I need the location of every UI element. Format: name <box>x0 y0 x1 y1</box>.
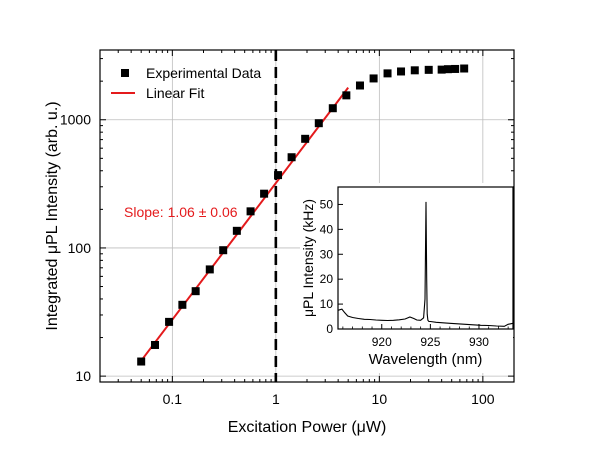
data-point <box>260 189 269 198</box>
data-point <box>397 67 406 76</box>
inset-x-tick-label: 920 <box>372 335 392 349</box>
data-point <box>219 246 228 255</box>
x-tick-label: 1 <box>272 391 280 407</box>
y-axis-label: Integrated μPL Intensity (arb. u.) <box>44 101 61 330</box>
legend-label-linear-fit: Linear Fit <box>146 85 204 101</box>
x-tick-label: 100 <box>471 391 495 407</box>
legend-label-experimental-data: Experimental Data <box>146 65 261 81</box>
data-point <box>369 74 378 83</box>
inset-chart: 920 925 930 0 10 20 30 40 50 Wavelength (nm) μPL… <box>300 183 514 373</box>
data-point <box>191 287 200 296</box>
inset-x-tick-label: 930 <box>469 335 489 349</box>
data-point <box>328 104 337 113</box>
x-axis-label: Excitation Power (μW) <box>228 419 387 436</box>
y-tick-label: 10 <box>75 368 91 384</box>
data-point <box>424 65 433 74</box>
legend-marker-experimental-data <box>121 69 129 77</box>
inset-x-tick-label: 925 <box>420 335 440 349</box>
y-tick-label: 100 <box>68 240 92 256</box>
data-point <box>443 65 452 74</box>
inset-y-tick-label: 50 <box>320 197 334 211</box>
data-point <box>314 119 323 128</box>
inset-y-tick-label: 30 <box>320 247 334 261</box>
inset-y-tick-label: 0 <box>326 322 333 336</box>
y-tick-label: 1000 <box>60 112 91 128</box>
data-point <box>383 69 392 78</box>
inset-y-tick-label: 20 <box>320 272 334 286</box>
inset-y-tick-label: 40 <box>320 222 334 236</box>
data-point <box>287 153 296 162</box>
data-point <box>410 66 419 75</box>
inset-ticks: 920 925 930 0 10 20 30 40 50 <box>320 197 509 349</box>
data-point <box>437 65 446 74</box>
linear-fit-line <box>140 87 349 362</box>
data-point <box>232 226 241 235</box>
inset-y-tick-label: 10 <box>320 297 334 311</box>
data-point <box>151 340 160 349</box>
inset-plot-frame <box>337 186 514 330</box>
inset-data-marks <box>337 201 514 327</box>
slope-annotation: Slope: 1.06 ± 0.06 <box>124 204 238 220</box>
data-point <box>451 64 460 73</box>
data-point <box>301 134 310 143</box>
data-point <box>274 171 283 180</box>
data-point <box>246 207 255 216</box>
data-point <box>137 357 146 366</box>
spectrum-line <box>337 201 514 327</box>
data-point <box>178 300 187 309</box>
data-point <box>165 317 174 326</box>
data-point <box>342 91 351 100</box>
x-tick-label: 10 <box>372 391 388 407</box>
data-point <box>205 265 214 274</box>
inset-y-axis-label: μPL Intensity (kHz) <box>300 199 316 317</box>
main-data-marks <box>137 50 469 382</box>
data-point <box>460 64 469 73</box>
inset-background <box>300 183 513 373</box>
data-point <box>355 81 364 90</box>
legend: Experimental Data Linear Fit <box>111 65 261 101</box>
inset-x-axis-label: Wavelength (nm) <box>369 351 483 368</box>
x-tick-label: 0.1 <box>163 391 183 407</box>
